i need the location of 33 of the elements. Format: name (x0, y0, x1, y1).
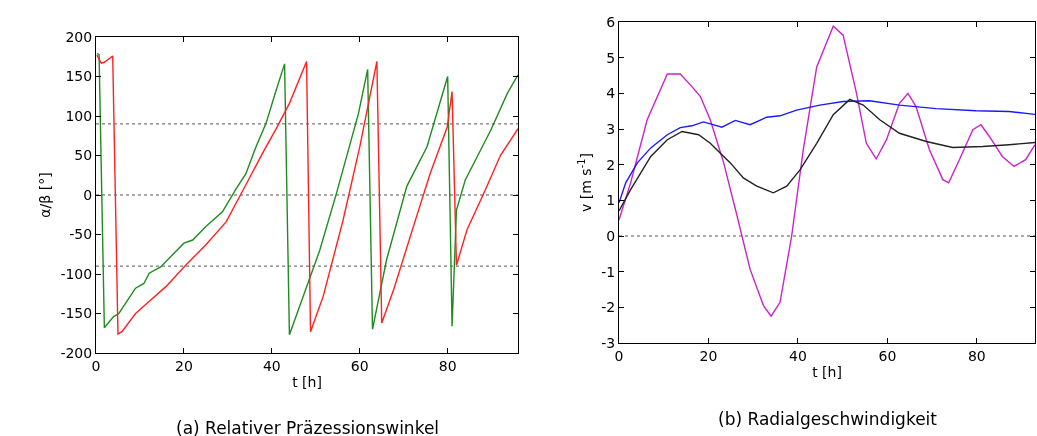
x-tick-label: 80 (438, 357, 457, 374)
y-tick-label: -3 (601, 334, 616, 351)
y-tick-label: 200 (65, 28, 93, 45)
y-tick-label: 3 (606, 120, 616, 137)
y-tick-label: -200 (60, 344, 93, 361)
y-tick-label: -2 (601, 299, 616, 316)
x-tick-label: 40 (262, 357, 281, 374)
y-axis-title: α/β [°] (37, 172, 54, 218)
text: (b) Radialgeschwindigkeit (718, 409, 938, 429)
y-tick-label: -1 (601, 263, 616, 280)
y-tick-label: -150 (60, 305, 93, 322)
y-tick-label: 1 (606, 192, 616, 209)
y-tick-label: 5 (606, 49, 616, 66)
y-tick-label: 150 (65, 68, 93, 85)
line-series (619, 25, 1035, 317)
y-tick-label: -100 (60, 265, 93, 282)
x-tick-label: 60 (350, 357, 369, 374)
y-tick-label: 0 (606, 227, 616, 244)
y-tick-label: 4 (606, 85, 616, 102)
y-tick-label: 6 (606, 13, 616, 30)
y-tick-label: 100 (65, 107, 93, 124)
x-tick-label: 80 (967, 347, 986, 364)
x-axis-title: t [h] (812, 364, 842, 381)
y-tick-label: 0 (83, 186, 93, 203)
x-axis-title: t [h] (292, 374, 322, 391)
y-tick-label: -50 (69, 226, 93, 243)
x-tick-label: 40 (789, 347, 807, 364)
x-tick-label: 60 (878, 347, 897, 364)
y-tick-label: 2 (606, 156, 616, 173)
text: (a) Relativer Präzessionswinkel (176, 418, 440, 436)
y-tick-label: 50 (74, 147, 93, 164)
x-tick-label: 20 (175, 357, 193, 374)
x-tick-label: 20 (699, 347, 718, 364)
